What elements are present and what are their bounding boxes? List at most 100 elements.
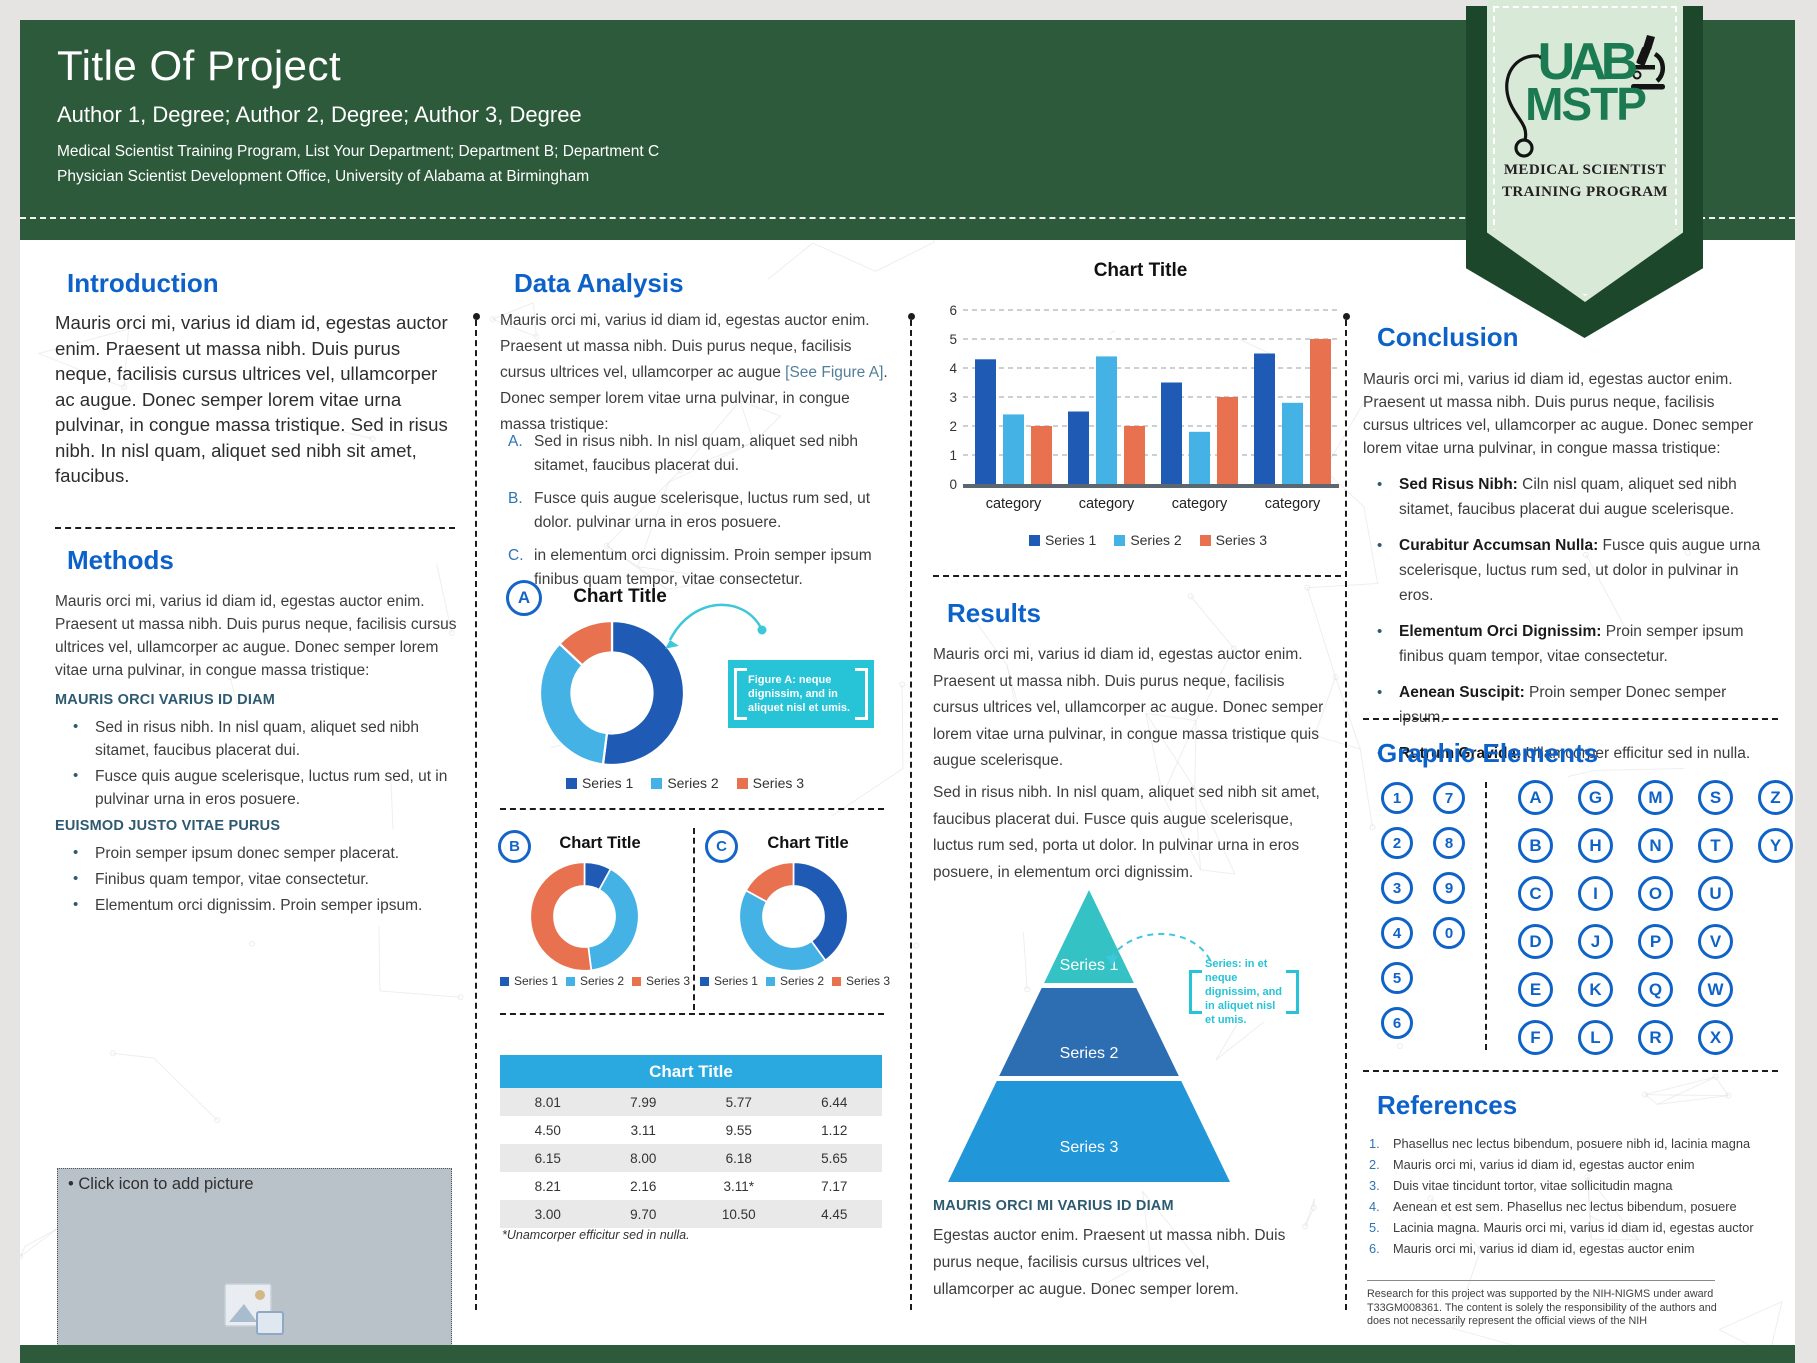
donut-c-legend: Series 1 Series 2 Series 3 [690, 974, 900, 988]
callout-bracket-left [1189, 970, 1202, 1014]
table-row: 6.15 8.00 6.18 5.65 [500, 1144, 882, 1172]
figure-a-link[interactable]: [See Figure A] [785, 364, 884, 381]
circled-glyph: Q [1638, 972, 1673, 1007]
circled-glyph: 4 [1381, 917, 1413, 949]
lettered-item: A. Sed in risus nibh. In nisl quam, aliqu… [500, 430, 880, 478]
circled-glyph: B [1518, 828, 1553, 863]
reference-number: 1. [1369, 1136, 1380, 1151]
circled-glyph: 5 [1381, 962, 1413, 994]
legend-label: Series 3 [846, 974, 891, 988]
circled-glyph: 3 [1381, 872, 1413, 904]
pyramid-callout-text: Series: in et neque dignissim, and in al… [1205, 958, 1283, 1026]
bullet-marker: • [1377, 623, 1383, 640]
circled-glyph: 1 [1381, 782, 1413, 814]
svg-text:0: 0 [949, 477, 957, 492]
circled-glyph: E [1518, 972, 1553, 1007]
reference-text: Phasellus nec lectus bibendum, posuere n… [1393, 1136, 1751, 1151]
pyramid-callout: Series: in et neque dignissim, and in al… [1183, 958, 1305, 1026]
table-title: Chart Title [500, 1055, 882, 1088]
table-cell: 6.18 [691, 1144, 787, 1172]
bar-chart: 0 1 2 3 4 5 6 category category category category [933, 298, 1345, 535]
table-row: 8.21 2.16 3.11* 7.17 [500, 1172, 882, 1200]
legend-item: Series 3 [1199, 532, 1267, 548]
legend-label: Series 2 [579, 974, 625, 988]
methods-paragraph: Mauris orci mi, varius id diam id, egest… [55, 593, 457, 679]
circled-glyph: Z [1758, 780, 1793, 815]
references-list: 1. Phasellus nec lectus bibendum, posuere… [1367, 1136, 1767, 1262]
bar-chart-title: Chart Title [1093, 260, 1188, 281]
legend-item: Series 2 [1114, 532, 1182, 548]
svg-text:category: category [1079, 496, 1135, 512]
bullet-marker: • [73, 896, 79, 913]
reference-item: 1. Phasellus nec lectus bibendum, posuere… [1367, 1136, 1767, 1152]
legend-swatch [1114, 534, 1126, 546]
conclusion-bullet: • Rutrum Gravida: Ullamcorper efficitur s… [1363, 741, 1773, 766]
legend-label: Series 3 [646, 974, 691, 988]
circled-glyph: N [1638, 828, 1673, 863]
legend-swatch [765, 976, 775, 986]
table-cell: 4.50 [534, 1122, 561, 1138]
bullet-text: Proin semper ipsum donec semper placerat… [95, 845, 400, 862]
table-cell: 5.65 [786, 1144, 882, 1172]
conclusion-bullet: • Elementum Orci Dignissim: Proin semper … [1363, 619, 1773, 669]
reference-number: 3. [1369, 1178, 1380, 1193]
figure-b-badge: B [498, 830, 531, 863]
legend-item: Series 2 [765, 974, 824, 988]
bullet-lead: Rutrum Gravida: [1399, 745, 1522, 762]
reference-item: 4. Aenean et est sem. Phasellus nec lectu… [1367, 1199, 1767, 1215]
table-cell: 9.55 [725, 1122, 752, 1138]
section-divider [933, 575, 1341, 577]
figure-a-callout: Figure A: neque dignissim, and in alique… [728, 660, 874, 728]
data-analysis-heading: Data Analysis [514, 268, 684, 298]
circled-glyph: R [1638, 1020, 1673, 1055]
graphic-elements-heading: Graphic Elements [1377, 738, 1599, 768]
circled-glyph: P [1638, 924, 1673, 959]
conclusion-bullet: • Sed Risus Nibh: Ciln nisl quam, aliquet… [1363, 472, 1773, 522]
results-paragraph-1: Mauris orci mi, varius id diam id, egest… [933, 646, 1324, 769]
bullet-text: Ullamcorper efficitur sed in nulla. [1521, 745, 1751, 762]
bullet-text: Proin semper ipsum finibus quam tempor, … [1399, 623, 1744, 665]
bullet-marker: • [73, 718, 79, 735]
table-cell: 9.70 [595, 1200, 691, 1228]
bullet-item: • Finibus quam tempor, vitae consectetur. [55, 868, 455, 891]
bullet-text: Proin semper Donec semper ipsum. [1399, 684, 1727, 726]
circled-glyph: 0 [1433, 917, 1465, 949]
methods-subhead-2: EUISMOD JUSTO VITAE PURUS [55, 818, 281, 834]
bullet-text: Elementum orci dignissim. Proin semper i… [95, 897, 423, 914]
picture-placeholder-label: • Click icon to add picture [68, 1175, 254, 1193]
svg-text:category: category [1265, 496, 1321, 512]
legend-item: Series 3 [736, 775, 804, 791]
donut-chart-b [528, 860, 641, 973]
circled-glyph: 9 [1433, 872, 1465, 904]
circled-glyph: 2 [1381, 827, 1413, 859]
image-placeholder-icon[interactable] [217, 1282, 293, 1344]
data-analysis-lettered-list: A. Sed in risus nibh. In nisl quam, aliqu… [500, 430, 880, 601]
reference-text: Lacinia magna. Mauris orci mi, varius id… [1393, 1220, 1754, 1235]
bullet-lead: Aenean Suscipit: [1399, 684, 1525, 701]
legend-swatch [1199, 534, 1211, 546]
legend-item: Series 1 [699, 974, 758, 988]
methods-bullet-list-1: • Sed in risus nibh. In nisl quam, alique… [55, 716, 455, 814]
bullet-lead: Sed Risus Nibh: [1399, 476, 1518, 493]
conclusion-bullet-list: • Sed Risus Nibh: Ciln nisl quam, aliquet… [1363, 472, 1773, 777]
section-divider [1363, 718, 1778, 720]
data-table: Chart Title 8.01 7.99 5.77 6.44 4.50 3.11 9.55… [500, 1055, 882, 1228]
circled-glyph: L [1578, 1020, 1613, 1055]
svg-text:6: 6 [949, 303, 957, 318]
column-divider [473, 313, 480, 1310]
legend-label: Series 1 [581, 775, 634, 791]
authors-line: Author 1, Degree; Author 2, Degree; Auth… [57, 102, 582, 127]
legend-swatch [651, 777, 663, 789]
bullet-lead: Curabitur Accumsan Nulla: [1399, 537, 1599, 554]
legend-item: Series 3 [632, 974, 690, 988]
legend-label: Series 2 [1130, 532, 1182, 548]
legend-item: Series 3 [832, 974, 890, 988]
table-cell: 7.17 [821, 1178, 848, 1194]
picture-placeholder[interactable]: • Click icon to add picture [57, 1168, 452, 1363]
